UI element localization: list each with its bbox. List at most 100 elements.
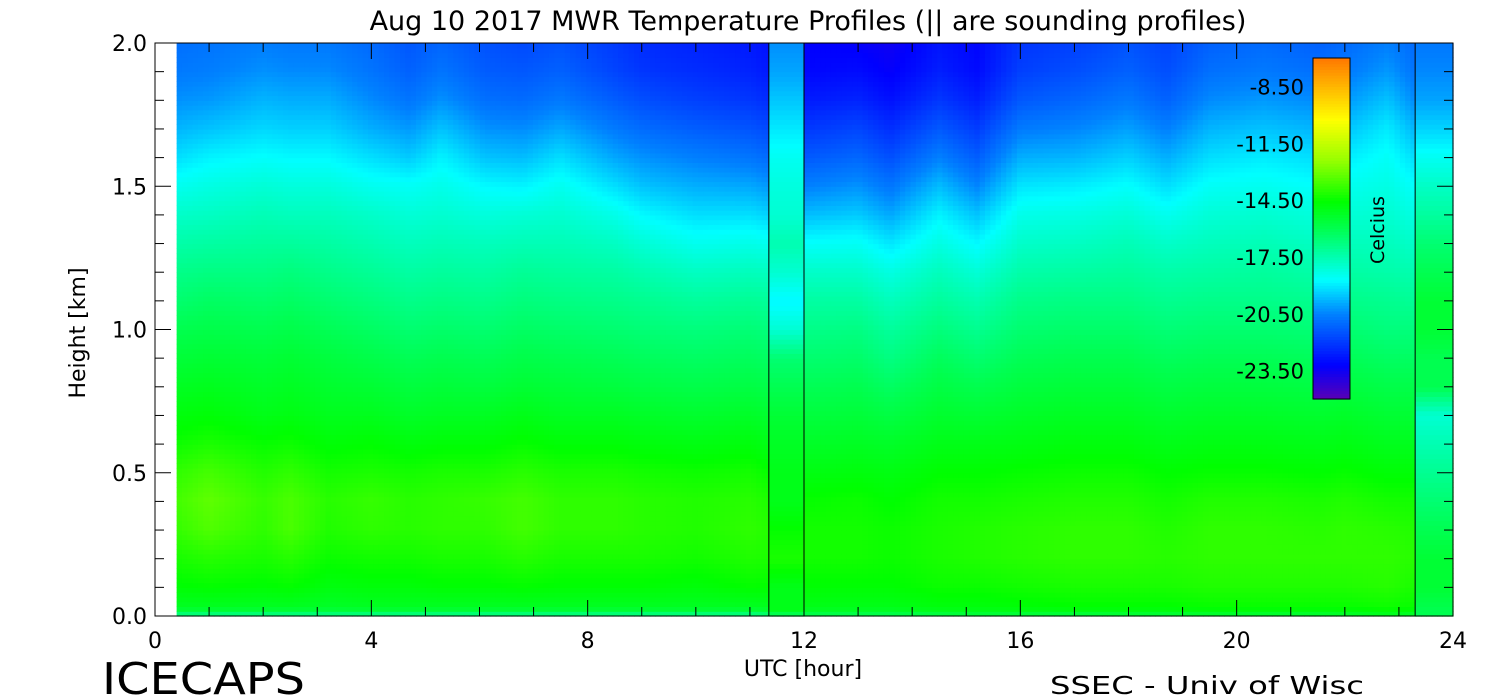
heatmap-cell	[283, 167, 289, 172]
heatmap-cell	[177, 224, 183, 229]
heatmap-cell	[219, 48, 225, 53]
heatmap-cell	[288, 439, 294, 444]
heatmap-cell	[240, 568, 246, 573]
heatmap-cell	[320, 210, 326, 215]
heatmap-cell	[272, 110, 278, 115]
heatmap-cell	[347, 372, 353, 377]
heatmap-cell	[336, 96, 342, 101]
heatmap-cell	[310, 377, 316, 382]
heatmap-cell	[251, 210, 257, 215]
heatmap-cell	[203, 458, 209, 463]
heatmap-cell	[267, 578, 273, 583]
heatmap-cell	[267, 253, 273, 258]
heatmap-cell	[304, 501, 310, 506]
heatmap-cell	[342, 229, 348, 234]
heatmap-cell	[240, 143, 246, 148]
heatmap-cell	[336, 110, 342, 115]
heatmap-cell	[342, 310, 348, 315]
heatmap-cell	[256, 606, 262, 611]
heatmap-cell	[214, 358, 220, 363]
heatmap-cell	[294, 287, 300, 292]
heatmap-cell	[283, 497, 289, 502]
heatmap-cell	[267, 220, 273, 225]
heatmap-cell	[209, 454, 215, 459]
heatmap-cell	[336, 487, 342, 492]
heatmap-cell	[251, 96, 257, 101]
heatmap-cell	[326, 387, 332, 392]
heatmap-cell	[336, 549, 342, 554]
heatmap-cell	[177, 511, 183, 516]
heatmap-cell	[182, 506, 188, 511]
heatmap-cell	[283, 444, 289, 449]
heatmap-cell	[177, 67, 183, 72]
heatmap-cell	[299, 43, 305, 48]
heatmap-cell	[225, 473, 231, 478]
heatmap-cell	[315, 172, 321, 177]
heatmap-cell	[342, 372, 348, 377]
heatmap-cell	[230, 124, 236, 129]
heatmap-cell	[347, 478, 353, 483]
heatmap-cell	[320, 301, 326, 306]
heatmap-cell	[294, 420, 300, 425]
heatmap-cell	[219, 435, 225, 440]
heatmap-cell	[336, 535, 342, 540]
heatmap-cell	[225, 148, 231, 153]
heatmap-cell	[331, 148, 337, 153]
heatmap-cell	[267, 57, 273, 62]
heatmap-cell	[235, 468, 241, 473]
heatmap-cell	[267, 205, 273, 210]
heatmap-cell	[315, 229, 321, 234]
heatmap-cell	[256, 196, 262, 201]
heatmap-cell	[256, 43, 262, 48]
heatmap-cell	[326, 267, 332, 272]
heatmap-cell	[256, 167, 262, 172]
heatmap-cell	[235, 444, 241, 449]
heatmap-cell	[256, 191, 262, 196]
heatmap-cell	[187, 320, 193, 325]
heatmap-cell	[320, 172, 326, 177]
heatmap-cell	[283, 511, 289, 516]
heatmap-cell	[288, 224, 294, 229]
heatmap-cell	[214, 525, 220, 530]
heatmap-cell	[288, 583, 294, 588]
heatmap-cell	[283, 100, 289, 105]
heatmap-cell	[251, 205, 257, 210]
heatmap-cell	[320, 430, 326, 435]
heatmap-cell	[182, 478, 188, 483]
heatmap-cell	[315, 606, 321, 611]
heatmap-cell	[288, 139, 294, 144]
heatmap-cell	[209, 334, 215, 339]
heatmap-cell	[219, 492, 225, 497]
heatmap-cell	[256, 540, 262, 545]
heatmap-cell	[240, 277, 246, 282]
heatmap-cell	[209, 468, 215, 473]
heatmap-cell	[342, 363, 348, 368]
heatmap-cell	[187, 205, 193, 210]
heatmap-cell	[177, 401, 183, 406]
heatmap-cell	[288, 248, 294, 253]
heatmap-cell	[288, 568, 294, 573]
heatmap-cell	[198, 578, 204, 583]
heatmap-cell	[235, 167, 241, 172]
heatmap-cell	[262, 177, 268, 182]
heatmap-cell	[267, 224, 273, 229]
heatmap-cell	[310, 549, 316, 554]
heatmap-cell	[225, 239, 231, 244]
heatmap-cell	[262, 463, 268, 468]
heatmap-cell	[225, 267, 231, 272]
heatmap-cell	[219, 568, 225, 573]
heatmap-cell	[315, 244, 321, 249]
heatmap-cell	[278, 315, 284, 320]
heatmap-cell	[336, 540, 342, 545]
heatmap-cell	[240, 525, 246, 530]
heatmap-cell	[246, 291, 252, 296]
heatmap-cell	[326, 411, 332, 416]
heatmap-cell	[214, 339, 220, 344]
heatmap-cell	[187, 583, 193, 588]
heatmap-cell	[283, 492, 289, 497]
heatmap-cell	[294, 110, 300, 115]
heatmap-cell	[342, 115, 348, 120]
heatmap-cell	[267, 186, 273, 191]
heatmap-cell	[304, 181, 310, 186]
heatmap-cell	[331, 525, 337, 530]
